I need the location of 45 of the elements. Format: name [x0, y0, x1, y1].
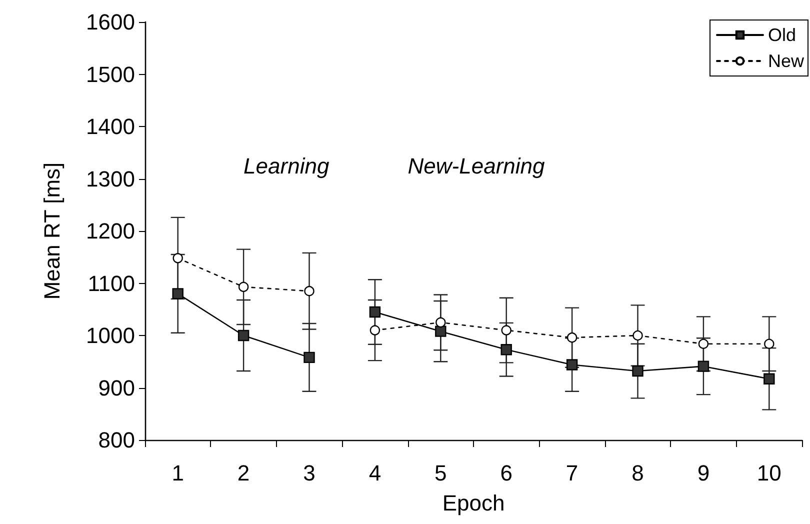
x-tick-label: 6 — [500, 460, 512, 486]
y-axis-title: Mean RT [ms] — [40, 162, 64, 300]
point — [698, 360, 710, 372]
y-tick-label: 1000 — [86, 323, 135, 348]
point — [172, 253, 183, 264]
point — [632, 365, 644, 377]
point — [370, 325, 380, 336]
point — [632, 330, 643, 341]
x-tick-label: 9 — [697, 460, 710, 486]
x-tick-label: 4 — [368, 460, 382, 486]
legend-label: New — [768, 51, 805, 71]
x-tick-label: 7 — [566, 460, 578, 486]
point — [435, 326, 446, 337]
y-tick-label: 1200 — [86, 218, 135, 244]
point — [238, 330, 250, 342]
annotation: New-Learning — [408, 154, 546, 178]
point — [764, 338, 774, 349]
x-tick-label: 1 — [172, 460, 184, 486]
point — [436, 317, 446, 328]
x-tick-label: 3 — [303, 460, 316, 486]
point — [698, 338, 709, 349]
y-tick-label: 1300 — [86, 166, 135, 192]
x-axis-title: Epoch — [442, 490, 505, 516]
point — [238, 282, 249, 292]
annotation: Learning — [244, 154, 330, 178]
y-tick-label: 1400 — [86, 114, 135, 139]
x-tick-label: 10 — [756, 460, 782, 486]
point — [566, 332, 578, 343]
point — [172, 288, 184, 300]
y-tick-label: 800 — [98, 428, 135, 452]
y-tick-label: 900 — [98, 375, 135, 400]
y-tick-label: 1500 — [86, 62, 135, 87]
point — [304, 352, 315, 364]
legend-label: Old — [768, 25, 796, 45]
y-tick-label: 1100 — [88, 270, 135, 296]
point — [566, 359, 578, 370]
x-tick-label: 2 — [237, 460, 250, 486]
x-tick-label: 5 — [434, 460, 447, 486]
point — [500, 344, 512, 356]
point — [764, 373, 775, 384]
point — [304, 286, 314, 296]
point — [501, 325, 512, 336]
point — [369, 306, 381, 318]
y-tick-label: 1600 — [86, 10, 135, 34]
x-tick-label: 8 — [632, 460, 644, 486]
